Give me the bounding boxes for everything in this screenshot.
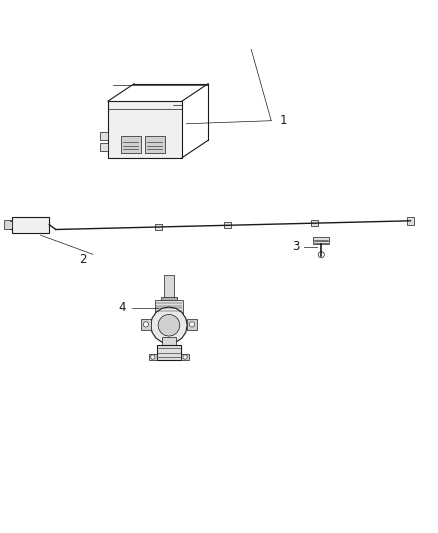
Polygon shape bbox=[162, 337, 176, 345]
Polygon shape bbox=[141, 319, 151, 329]
Text: 2: 2 bbox=[79, 254, 86, 266]
Polygon shape bbox=[12, 217, 49, 232]
Polygon shape bbox=[155, 301, 183, 313]
Circle shape bbox=[183, 355, 187, 359]
Polygon shape bbox=[157, 345, 181, 360]
Polygon shape bbox=[121, 136, 141, 154]
Polygon shape bbox=[164, 275, 174, 299]
Text: 3: 3 bbox=[292, 240, 300, 253]
Circle shape bbox=[143, 322, 148, 327]
Polygon shape bbox=[311, 220, 318, 226]
Polygon shape bbox=[158, 314, 180, 336]
Polygon shape bbox=[181, 353, 189, 360]
Polygon shape bbox=[224, 222, 231, 228]
Polygon shape bbox=[100, 133, 108, 140]
Polygon shape bbox=[314, 237, 329, 244]
Polygon shape bbox=[155, 224, 162, 230]
Text: 1: 1 bbox=[280, 114, 287, 127]
Circle shape bbox=[151, 355, 155, 359]
Polygon shape bbox=[161, 297, 177, 301]
Polygon shape bbox=[187, 319, 197, 329]
Polygon shape bbox=[151, 307, 187, 344]
Polygon shape bbox=[149, 353, 157, 360]
Polygon shape bbox=[100, 143, 108, 151]
Polygon shape bbox=[108, 101, 182, 158]
Text: 4: 4 bbox=[118, 301, 125, 314]
Circle shape bbox=[189, 322, 194, 327]
Polygon shape bbox=[406, 217, 414, 225]
Polygon shape bbox=[4, 220, 12, 229]
Polygon shape bbox=[145, 136, 165, 154]
